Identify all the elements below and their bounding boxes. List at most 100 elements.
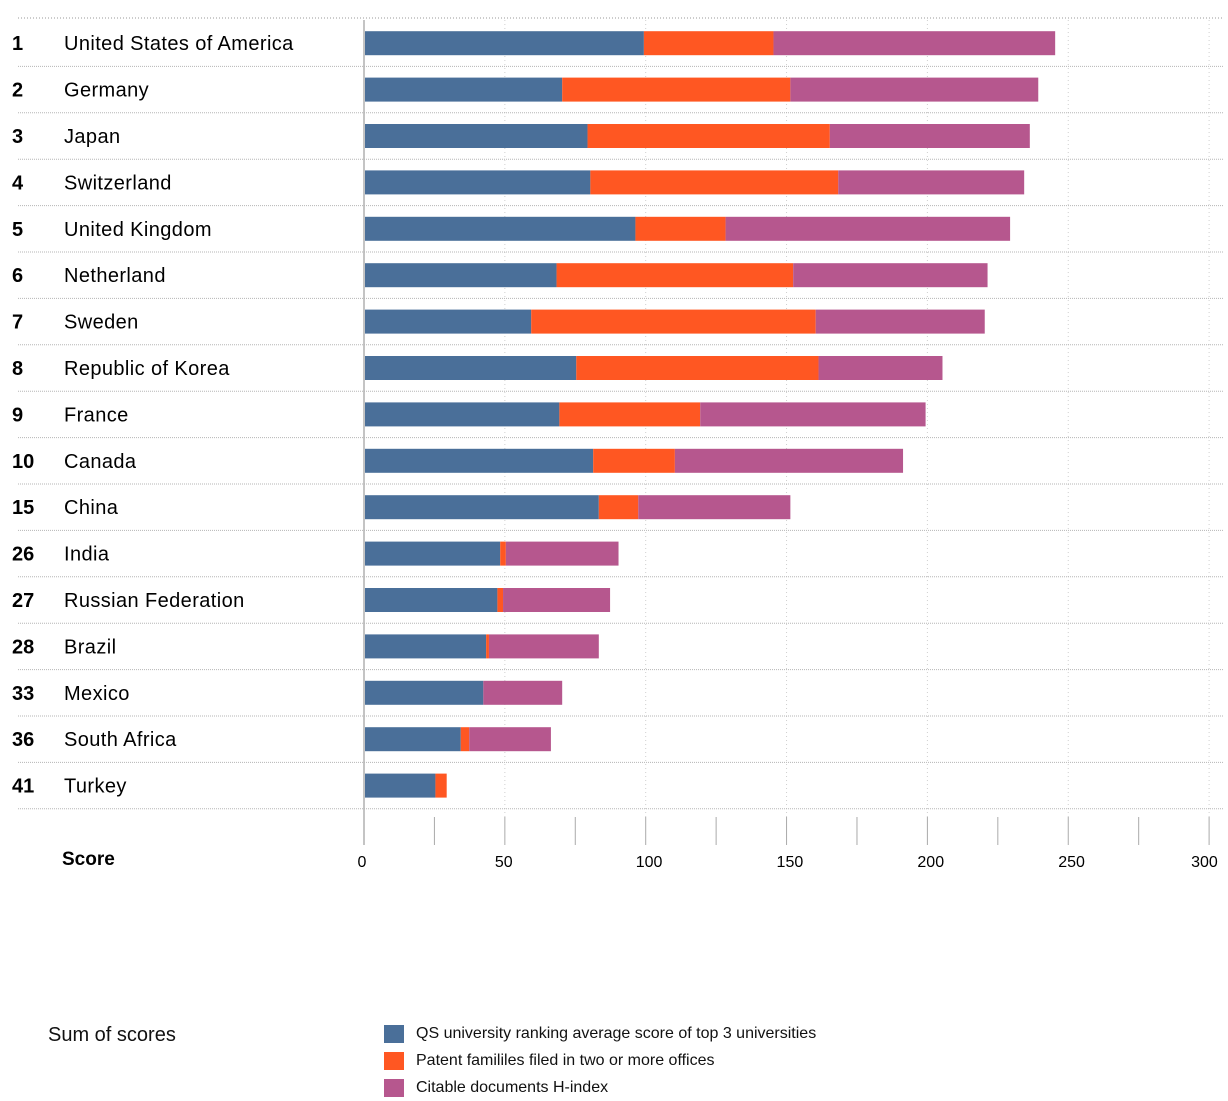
bar-segment-3 bbox=[700, 402, 926, 427]
bar-segment-2 bbox=[593, 448, 675, 473]
bar-segment-2 bbox=[435, 773, 447, 798]
country-label: Mexico bbox=[64, 683, 130, 705]
bar-segment-1 bbox=[365, 495, 599, 520]
rank-label: 26 bbox=[12, 544, 34, 566]
bar-segment-3 bbox=[790, 77, 1039, 102]
legend-swatch bbox=[384, 1051, 404, 1070]
legend: QS university ranking average score of t… bbox=[384, 1020, 816, 1101]
country-label: Republic of Korea bbox=[64, 358, 230, 380]
rank-label: 6 bbox=[12, 265, 23, 287]
x-tick-label: 100 bbox=[636, 854, 663, 871]
country-label: Russian Federation bbox=[64, 590, 245, 612]
bar-segment-2 bbox=[559, 402, 701, 427]
bar-segment-2 bbox=[556, 263, 794, 288]
bar-segment-1 bbox=[365, 448, 594, 473]
x-tick-label: 200 bbox=[917, 854, 944, 871]
bar-segment-1 bbox=[365, 634, 487, 659]
legend-label: Citable documents H-index bbox=[416, 1078, 609, 1096]
bar-segment-3 bbox=[838, 170, 1025, 195]
bar-segment-1 bbox=[365, 773, 436, 798]
bar-segment-2 bbox=[643, 31, 774, 56]
grid-layer bbox=[18, 17, 1224, 845]
rows-layer: 1 United States of America 2 Germany 3 Japan 4… bbox=[12, 33, 1224, 810]
rank-label: 36 bbox=[12, 729, 34, 751]
bar-segment-1 bbox=[365, 680, 484, 705]
country-label: Germany bbox=[64, 80, 149, 102]
rank-label: 7 bbox=[12, 312, 23, 334]
bar-segment-3 bbox=[488, 634, 599, 659]
x-tick-label: 150 bbox=[777, 854, 804, 871]
rank-label: 8 bbox=[12, 358, 23, 380]
country-label: France bbox=[64, 404, 129, 426]
bar-segment-2 bbox=[576, 356, 819, 380]
bar-segment-3 bbox=[483, 680, 563, 705]
legend-item: Patent famililes filed in two or more of… bbox=[384, 1047, 816, 1074]
x-tick-label: 300 bbox=[1191, 854, 1218, 871]
country-label: Turkey bbox=[64, 776, 127, 798]
country-label: China bbox=[64, 497, 119, 519]
bar-segment-3 bbox=[505, 541, 619, 566]
rank-label: 9 bbox=[12, 404, 23, 426]
bar-segment-3 bbox=[773, 31, 1056, 56]
bar-segment-2 bbox=[562, 77, 791, 102]
bar-segment-2 bbox=[500, 541, 506, 566]
rank-label: 41 bbox=[12, 776, 34, 798]
bar-segment-1 bbox=[365, 170, 591, 195]
x-tick-label: 0 bbox=[358, 854, 367, 871]
bar-segment-1 bbox=[365, 402, 560, 427]
rank-label: 27 bbox=[12, 590, 34, 612]
bar-segment-2 bbox=[497, 588, 504, 612]
legend-item: QS university ranking average score of t… bbox=[384, 1020, 816, 1047]
country-label: United States of America bbox=[64, 33, 294, 55]
country-label: Switzerland bbox=[64, 172, 172, 194]
rank-label: 5 bbox=[12, 219, 23, 241]
legend-swatch bbox=[384, 1078, 404, 1097]
bar-segment-2 bbox=[635, 216, 726, 241]
country-label: United Kingdom bbox=[64, 219, 212, 241]
bar-segment-3 bbox=[793, 263, 988, 288]
bar-segment-2 bbox=[598, 495, 639, 520]
rank-label: 3 bbox=[12, 126, 23, 148]
bar-segment-1 bbox=[365, 541, 501, 566]
rank-label: 4 bbox=[12, 172, 24, 194]
bar-segment-3 bbox=[503, 588, 611, 612]
bar-segment-3 bbox=[674, 448, 904, 473]
x-tick-label: 50 bbox=[495, 854, 513, 871]
bar-segment-1 bbox=[365, 309, 532, 334]
country-label: Sweden bbox=[64, 312, 139, 334]
bar-segment-3 bbox=[818, 356, 943, 380]
bar-segment-1 bbox=[365, 77, 563, 102]
bar-segment-1 bbox=[365, 356, 577, 380]
bars-layer bbox=[365, 31, 1056, 798]
x-axis: Score 0 50 100 150 200 250 300 bbox=[62, 817, 1218, 871]
bar-segment-2 bbox=[590, 170, 839, 195]
rank-label: 1 bbox=[12, 33, 23, 55]
country-label: India bbox=[64, 544, 110, 566]
legend-label: Patent famililes filed in two or more of… bbox=[416, 1051, 715, 1069]
legend-title: Sum of scores bbox=[48, 1024, 176, 1046]
bar-segment-1 bbox=[365, 31, 644, 56]
bar-segment-1 bbox=[365, 727, 461, 752]
bar-segment-1 bbox=[365, 263, 557, 288]
bar-segment-3 bbox=[829, 124, 1030, 148]
rank-label: 15 bbox=[12, 497, 34, 519]
bar-segment-2 bbox=[531, 309, 816, 334]
bar-segment-2 bbox=[460, 727, 470, 752]
bar-segment-3 bbox=[815, 309, 985, 334]
rank-label: 33 bbox=[12, 683, 34, 705]
country-label: Brazil bbox=[64, 636, 116, 658]
bar-segment-1 bbox=[365, 124, 588, 148]
bar-segment-3 bbox=[469, 727, 551, 752]
bar-segment-1 bbox=[365, 588, 498, 612]
bar-segment-1 bbox=[365, 216, 636, 241]
x-axis-title: Score bbox=[62, 849, 115, 870]
x-tick-label: 250 bbox=[1058, 854, 1085, 871]
legend-swatch bbox=[384, 1024, 404, 1043]
country-label: Canada bbox=[64, 451, 137, 473]
legend-label: QS university ranking average score of t… bbox=[416, 1024, 817, 1042]
bar-segment-2 bbox=[486, 634, 489, 659]
country-label: South Africa bbox=[64, 729, 177, 751]
country-label: Netherland bbox=[64, 265, 166, 287]
legend-item: Citable documents H-index bbox=[384, 1074, 816, 1101]
rank-label: 2 bbox=[12, 80, 23, 102]
